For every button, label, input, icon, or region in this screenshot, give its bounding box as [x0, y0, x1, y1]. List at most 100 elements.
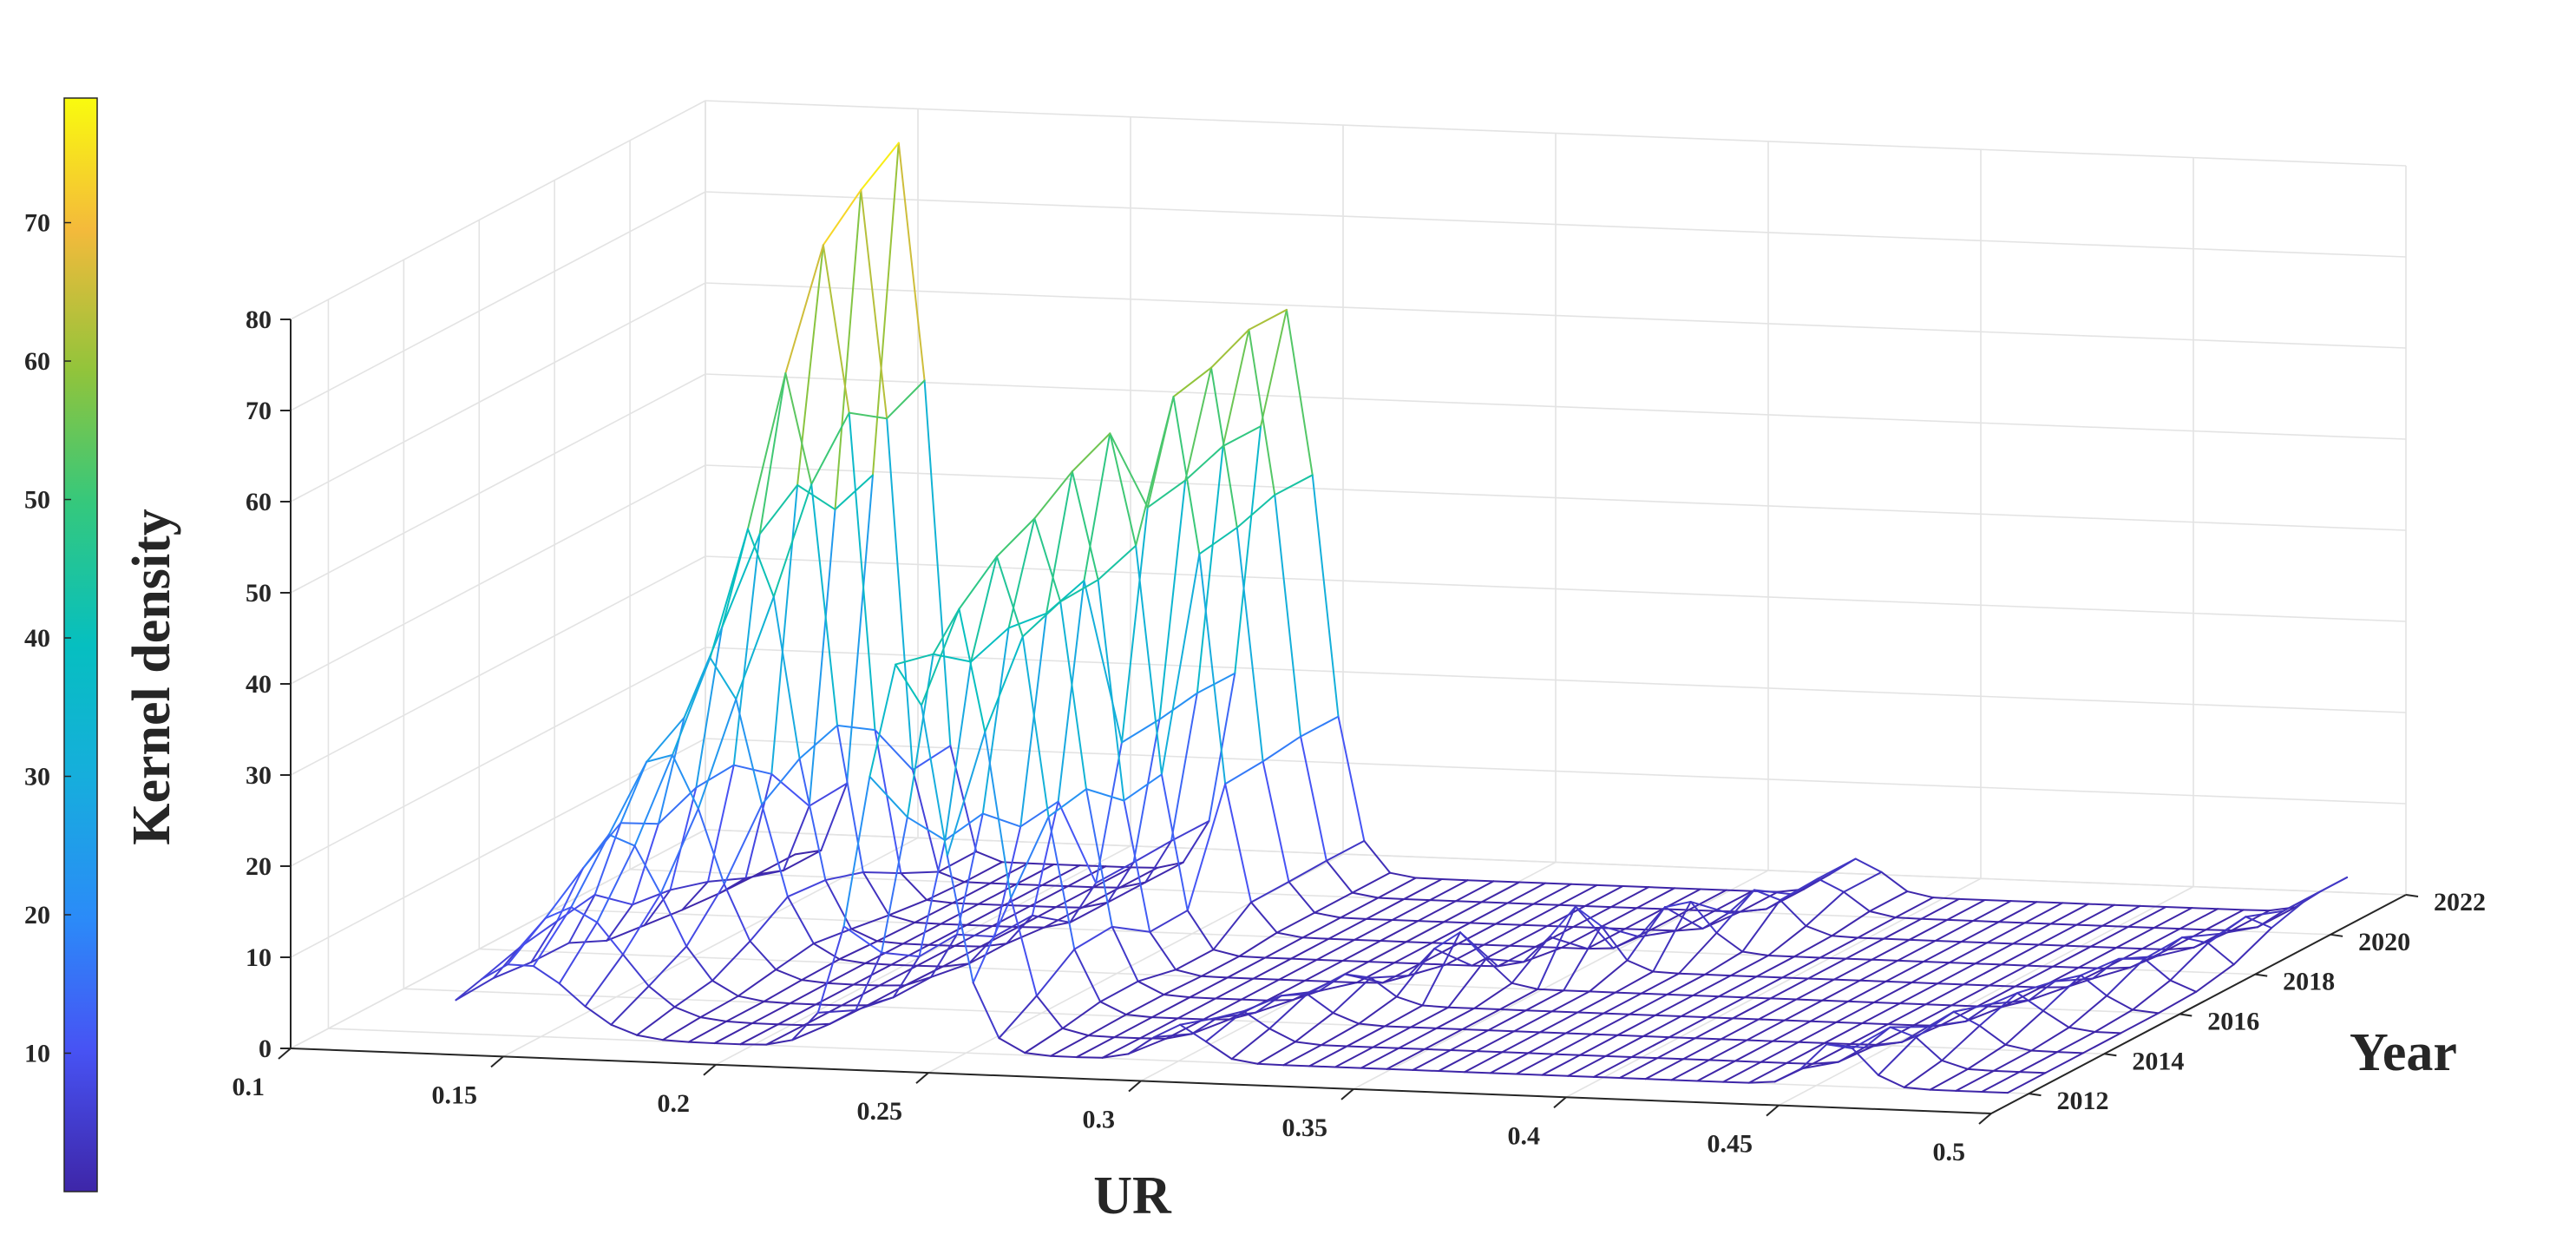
mesh-segment	[1908, 918, 1949, 941]
mesh-segment	[1029, 885, 1069, 908]
mesh-segment	[1937, 982, 1964, 986]
mesh-segment	[1570, 883, 1598, 886]
mesh-segment	[2014, 965, 2055, 988]
mesh-segment	[1494, 903, 1535, 925]
y-tick-mark	[2179, 1013, 2193, 1017]
mesh-segment	[1586, 928, 1626, 950]
mesh-segment	[816, 1009, 857, 1014]
mesh-segment	[1489, 1072, 1517, 1075]
mesh-segment	[1248, 308, 1288, 331]
mesh-segment	[1274, 474, 1314, 496]
mesh-segment	[822, 244, 850, 414]
mesh-segment	[1184, 444, 1224, 482]
mesh-segment	[1254, 995, 1282, 1014]
mesh-segment	[1266, 979, 1307, 1002]
mesh-segment	[1101, 1037, 1142, 1059]
mesh-segment	[558, 982, 587, 1008]
mesh-segment	[2018, 1051, 2059, 1074]
mesh-segment	[1355, 962, 1396, 984]
mesh-segment	[455, 976, 495, 1002]
mesh-segment	[1186, 783, 1227, 912]
mesh-segment	[1868, 910, 1897, 919]
mesh-segment	[1950, 984, 1990, 1007]
mesh-segment	[921, 608, 960, 706]
mesh-segment	[1369, 976, 1398, 998]
mesh-segment	[1059, 601, 1087, 791]
mesh-segment	[1351, 871, 1392, 894]
mesh-segment	[1445, 963, 1473, 967]
mesh-segment	[1230, 1028, 1271, 1061]
mesh-segment	[918, 933, 958, 958]
mesh-segment	[2044, 1052, 2084, 1074]
mesh-segment	[2106, 995, 2134, 1011]
mesh-segment	[1952, 1010, 1981, 1027]
grid-line	[290, 282, 706, 503]
mesh-segment	[1955, 1069, 1995, 1092]
mesh-segment	[2195, 963, 2235, 993]
x-tick-label: 0.3	[1083, 1106, 1116, 1134]
grid-line	[290, 464, 706, 685]
mesh-segment	[711, 940, 751, 982]
mesh-segment	[1222, 425, 1262, 447]
mesh-segment	[633, 844, 662, 895]
mesh-segment	[1131, 866, 1158, 869]
mesh-segment	[1920, 897, 1960, 920]
mesh-segment	[732, 533, 761, 766]
mesh-segment	[1506, 902, 1535, 905]
mesh-segment	[993, 914, 1033, 938]
mesh-segment	[1883, 917, 1923, 940]
mesh-segment	[1113, 1016, 1153, 1039]
mesh-segment	[850, 914, 890, 930]
mesh-segment	[834, 474, 874, 511]
mesh-segment	[481, 963, 509, 981]
mesh-segment	[1215, 977, 1255, 1000]
mesh-segment	[1019, 612, 1048, 828]
mesh-segment	[1972, 900, 2012, 923]
mesh-segment	[1747, 1081, 1776, 1084]
mesh-segment	[949, 745, 978, 853]
mesh-segment	[2006, 1072, 2047, 1094]
mesh-segment	[1858, 979, 1887, 982]
mesh-segment	[1006, 926, 1045, 945]
mesh-segment	[906, 816, 947, 842]
mesh-segment	[746, 372, 787, 530]
mesh-segment	[735, 595, 775, 700]
mesh-segment	[1294, 1012, 1334, 1043]
mesh-segment	[970, 627, 1010, 663]
y-tick-label: 2020	[2358, 928, 2410, 956]
mesh-segment	[1254, 999, 1295, 1014]
mesh-segment	[1897, 939, 1937, 962]
mesh-segment	[2181, 932, 2221, 939]
mesh-segment	[772, 483, 813, 598]
y-axis-title: Year	[2350, 1023, 2457, 1082]
mesh-segment	[1216, 1010, 1245, 1019]
mesh-segment	[2091, 957, 2120, 980]
mesh-segment	[1758, 1018, 1786, 1022]
mesh-segment	[1412, 1068, 1440, 1073]
mesh-segment	[1280, 993, 1308, 997]
mesh-segment	[1574, 905, 1603, 928]
mesh-segment	[772, 595, 801, 760]
mesh-segment	[1190, 1016, 1219, 1035]
mesh-segment	[855, 951, 883, 1012]
mesh-segment	[2113, 903, 2141, 907]
mesh-segment	[1718, 976, 1758, 998]
mesh-segment	[1845, 957, 1873, 961]
mesh-segment	[1351, 891, 1380, 899]
mesh-segment	[2282, 896, 2311, 912]
mesh-segment	[1974, 962, 2002, 966]
mesh-segment	[2141, 928, 2181, 950]
mesh-segment	[1458, 931, 1487, 960]
mesh-segment	[1630, 1036, 1670, 1058]
mesh-segment	[1894, 897, 1935, 919]
mesh-segment	[944, 660, 973, 842]
mesh-segment	[2035, 901, 2064, 904]
mesh-segment	[1429, 899, 1457, 903]
mesh-segment	[1564, 1032, 1593, 1035]
mesh-segment	[1443, 901, 1483, 923]
grid-line	[290, 100, 706, 320]
grid-line	[502, 837, 919, 1058]
mesh-segment	[1483, 943, 1511, 947]
mesh-segment	[681, 892, 721, 911]
mesh-segment	[2016, 992, 2044, 1012]
